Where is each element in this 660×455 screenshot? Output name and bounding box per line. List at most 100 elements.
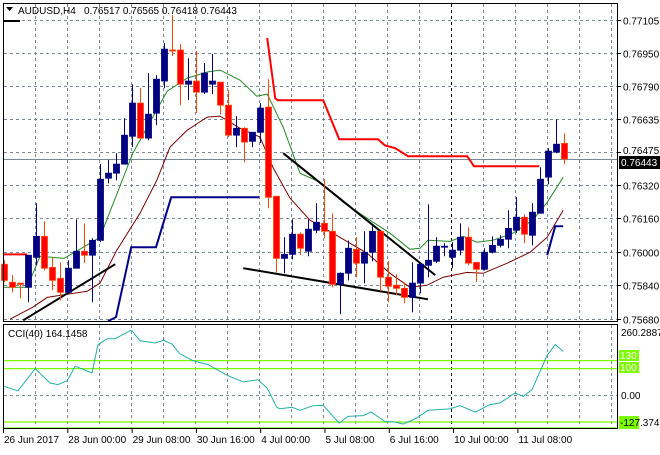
candle-body <box>121 134 128 165</box>
candle-body <box>505 227 512 240</box>
bear-candle <box>41 221 48 271</box>
candle-body <box>177 49 184 85</box>
bear-candle <box>81 223 88 264</box>
candle-body <box>17 282 24 285</box>
bear-candle <box>169 15 176 57</box>
bull-candle <box>33 203 40 266</box>
lower-trailing-stop-line <box>107 196 260 322</box>
bull-candle <box>209 53 216 95</box>
bull-candle <box>529 203 536 246</box>
bull-candle <box>345 240 352 281</box>
candle-body <box>465 236 472 264</box>
candle-body <box>513 216 520 231</box>
bull-candle <box>337 272 344 315</box>
bear-candle <box>241 127 248 163</box>
candle-body <box>241 127 248 143</box>
lower-trailing-stop-line <box>546 225 564 256</box>
candle-body <box>441 245 448 248</box>
time-axis-label: 29 Jun 08:00 <box>133 435 191 446</box>
candle-body <box>281 253 288 259</box>
bear-candle <box>401 283 408 304</box>
bull-candle <box>409 262 416 313</box>
ohlc-values: 0.76517 0.76565 0.76418 0.76443 <box>84 6 237 17</box>
bull-candle <box>121 118 128 165</box>
bull-candle <box>305 219 312 257</box>
candle-body <box>457 236 464 251</box>
candle-body <box>153 78 160 114</box>
candle-body <box>25 254 32 288</box>
candle-body <box>377 230 384 278</box>
price-tick-label: 0.76000 <box>623 249 660 260</box>
bull-candle <box>249 131 256 148</box>
time-axis-label: 10 Jul 00:00 <box>454 435 509 446</box>
candle-body <box>97 178 104 241</box>
candle-body <box>529 211 536 236</box>
bear-candle <box>137 88 144 139</box>
bull-candle <box>513 197 520 234</box>
time-axis-label: 6 Jul 16:00 <box>390 435 439 446</box>
bear-candle <box>561 133 568 165</box>
candle-body <box>89 239 96 256</box>
cci-min-badge <box>619 416 639 429</box>
candle-body <box>561 142 568 160</box>
candle-body <box>273 195 280 259</box>
main-chart-frame <box>3 3 618 322</box>
bear-candle <box>273 195 280 273</box>
price-tick-label: 0.76475 <box>623 146 660 157</box>
cci-level-100-label: 100 <box>620 363 637 374</box>
symbol-menu-triangle-icon[interactable] <box>6 7 13 11</box>
candle-body <box>257 107 264 133</box>
candle-body <box>321 222 328 232</box>
price-tick-label: 0.76950 <box>623 50 660 61</box>
candle-body <box>249 131 256 142</box>
bull-candle <box>505 210 512 249</box>
time-axis-label: 30 Jun 16:00 <box>197 435 255 446</box>
candle-body <box>209 80 216 85</box>
bear-candle <box>329 213 336 288</box>
bear-candle <box>225 90 232 138</box>
candle-body <box>521 216 528 235</box>
candle-body <box>49 266 56 281</box>
bull-candle <box>201 63 208 95</box>
bull-candle <box>161 43 168 89</box>
candle-body <box>225 104 232 136</box>
candle-body <box>361 251 368 264</box>
candle-body <box>489 244 496 253</box>
bull-candle <box>313 203 320 234</box>
candle-body <box>409 282 416 298</box>
bull-candle <box>105 160 112 184</box>
bull-candle <box>449 242 456 269</box>
bull-candle <box>361 231 368 284</box>
bull-candle <box>89 238 96 303</box>
bear-candle <box>57 262 64 301</box>
current-price-badge <box>619 156 660 169</box>
bull-candle <box>481 248 488 271</box>
candle-body <box>265 106 272 198</box>
bull-candle <box>25 254 32 303</box>
bull-candle <box>489 236 496 254</box>
cci-line <box>3 330 564 425</box>
bull-candle <box>457 223 464 256</box>
cci-title: CCI(40) 164.1458 <box>8 329 88 340</box>
bear-candle <box>9 275 16 293</box>
price-tick-label: 0.76635 <box>623 116 660 127</box>
cci-max-label: 260.2887 <box>621 328 660 339</box>
bull-candle <box>281 237 288 274</box>
bear-candle <box>465 227 472 266</box>
candle-body <box>217 81 224 106</box>
price-tick-label: 0.75680 <box>623 316 660 327</box>
bear-candle <box>49 257 56 291</box>
candle-body <box>233 127 240 136</box>
candle-body <box>185 80 192 85</box>
bear-candle <box>177 44 184 106</box>
candle-body <box>553 143 560 153</box>
bear-candle <box>17 282 24 299</box>
bull-candle <box>65 260 72 294</box>
upper-trailing-stop-line <box>266 37 540 168</box>
bear-candle <box>473 261 480 283</box>
bear-candle <box>265 79 272 209</box>
candle-body <box>145 113 152 139</box>
cci-level-130-badge <box>619 350 639 361</box>
cci-panel-frame <box>3 324 618 429</box>
